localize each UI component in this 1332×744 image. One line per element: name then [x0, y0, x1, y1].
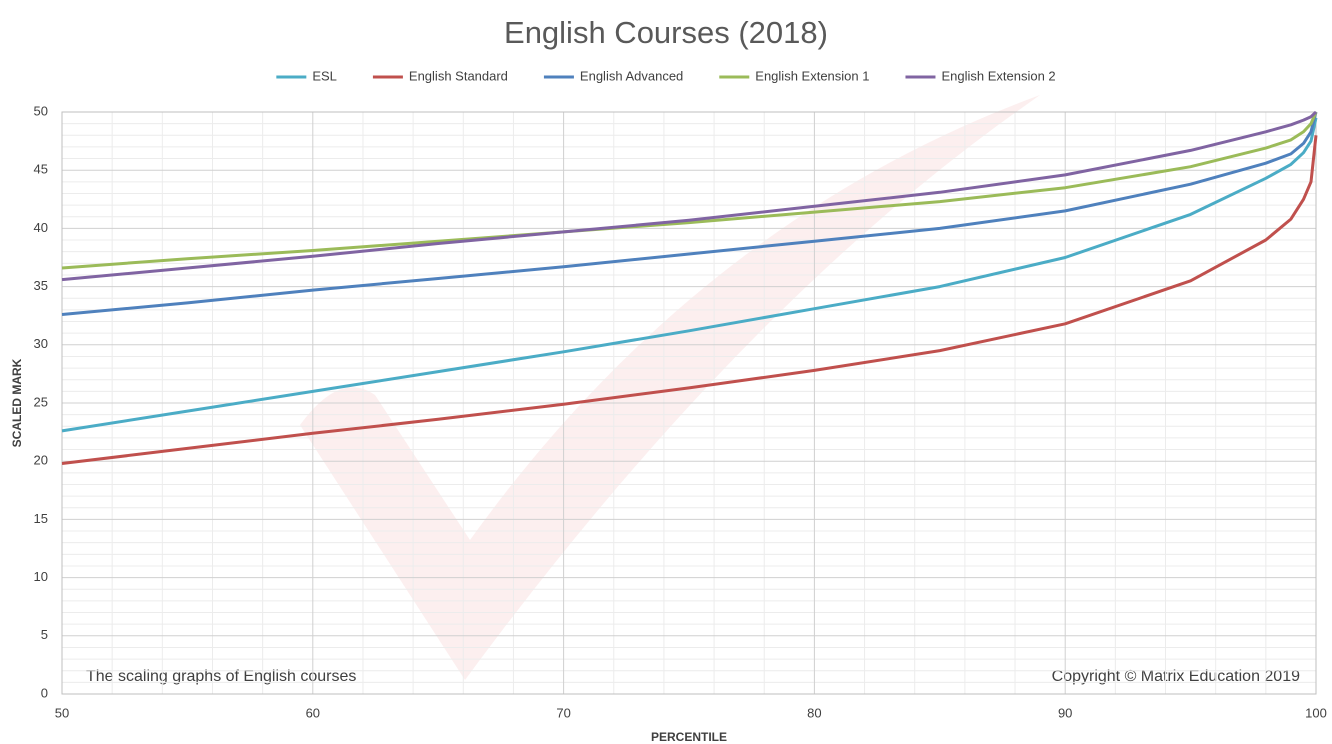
y-tick-label: 40: [34, 220, 48, 235]
y-axis-label: SCALED MARK: [10, 358, 24, 447]
x-tick-label: 60: [306, 705, 320, 720]
y-tick-label: 30: [34, 336, 48, 351]
y-tick-label: 0: [41, 685, 48, 700]
y-tick-label: 10: [34, 569, 48, 584]
series-line: [61, 135, 1318, 465]
y-tick-label: 50: [34, 103, 48, 118]
plot-border: [61, 111, 1317, 695]
x-tick-label: 100: [1305, 705, 1327, 720]
y-tick-label: 15: [34, 511, 48, 526]
y-tick-label: 5: [41, 627, 48, 642]
x-axis-label: PERCENTILE: [651, 730, 727, 744]
legend-label: English Extension 1: [755, 68, 869, 83]
x-tick-label: 70: [556, 705, 570, 720]
series-line: [61, 117, 1318, 433]
series-line: [61, 111, 1318, 316]
legend-label: ESL: [312, 68, 337, 83]
x-tick-label: 50: [55, 705, 69, 720]
annotation: Copyright © Matrix Education 2019: [1052, 668, 1300, 685]
legend-label: English Extension 2: [941, 68, 1055, 83]
y-tick-label: 45: [34, 162, 48, 177]
y-tick-label: 20: [34, 453, 48, 468]
y-tick-label: 35: [34, 278, 48, 293]
y-tick-label: 25: [34, 394, 48, 409]
annotation: The scaling graphs of English courses: [86, 668, 356, 685]
legend-label: English Standard: [409, 68, 508, 83]
series-line: [61, 111, 1318, 270]
series-line: [61, 110, 1318, 282]
x-tick-label: 90: [1058, 705, 1072, 720]
chart-title: English Courses (2018): [504, 15, 828, 50]
watermark: [300, 95, 1040, 680]
x-tick-label: 80: [807, 705, 821, 720]
legend-label: English Advanced: [580, 68, 683, 83]
